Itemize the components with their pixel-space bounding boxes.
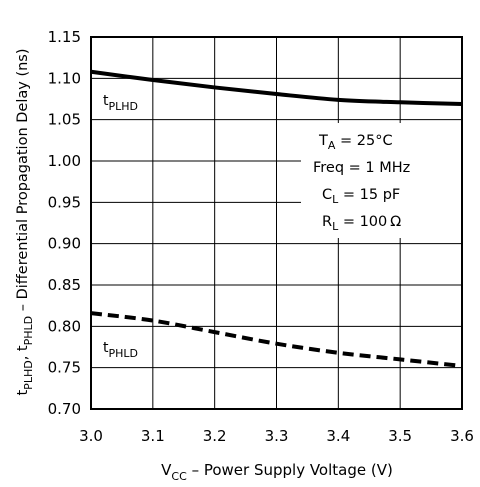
x-tick-label-3: 3.3 [265, 427, 289, 445]
annotation-frequency: Freq = 1 MHz [313, 160, 410, 176]
y-tick-label-5: 0.95 [48, 193, 81, 211]
y-tick-label-0: 0.70 [48, 400, 81, 418]
x-tick-label-1: 3.1 [141, 427, 165, 445]
y-tick-label-1: 0.75 [48, 359, 81, 377]
y-tick-label-9: 1.15 [48, 28, 81, 46]
conditions-annotation: TA = 25°C Freq = 1 MHz CL = 15 pF RL = 1… [301, 123, 461, 238]
series-label-tphld: tPHLD [103, 340, 138, 360]
series-label-tplhd: tPLHD [103, 93, 138, 113]
y-axis-label: tPLHD, tPHLD – Differential Propagation … [15, 48, 35, 395]
y-tick-label-4: 0.90 [48, 235, 81, 253]
y-tick-label-8: 1.10 [48, 69, 81, 87]
y-tick-label-3: 0.85 [48, 276, 81, 294]
x-tick-label-4: 3.4 [326, 427, 350, 445]
annotation-load-resistance: RL = 100 Ω [322, 214, 401, 233]
x-tick-label-2: 3.2 [203, 427, 227, 445]
series-line-tphld [90, 311, 463, 369]
x-tick-label-6: 3.6 [450, 427, 474, 445]
y-tick-label-7: 1.05 [48, 111, 81, 129]
annotation-load-capacitance: CL = 15 pF [322, 187, 400, 206]
y-tick-labels: 0.70 0.75 0.80 0.85 0.90 0.95 1.00 1.05 1.10 1.15 [48, 28, 81, 418]
x-tick-label-5: 3.5 [388, 427, 412, 445]
curves [90, 69, 463, 369]
x-axis-label: VCC – Power Supply Voltage (V) [161, 461, 393, 483]
x-tick-label-0: 3.0 [79, 427, 103, 445]
y-tick-label-6: 1.00 [48, 152, 81, 170]
plot-frame [90, 36, 463, 410]
series-line-tplhd [90, 69, 463, 106]
x-tick-labels: 3.0 3.1 3.2 3.3 3.4 3.5 3.6 [79, 427, 474, 445]
y-tick-label-2: 0.80 [48, 317, 81, 335]
annotation-temperature: TA = 25°C [318, 133, 393, 152]
